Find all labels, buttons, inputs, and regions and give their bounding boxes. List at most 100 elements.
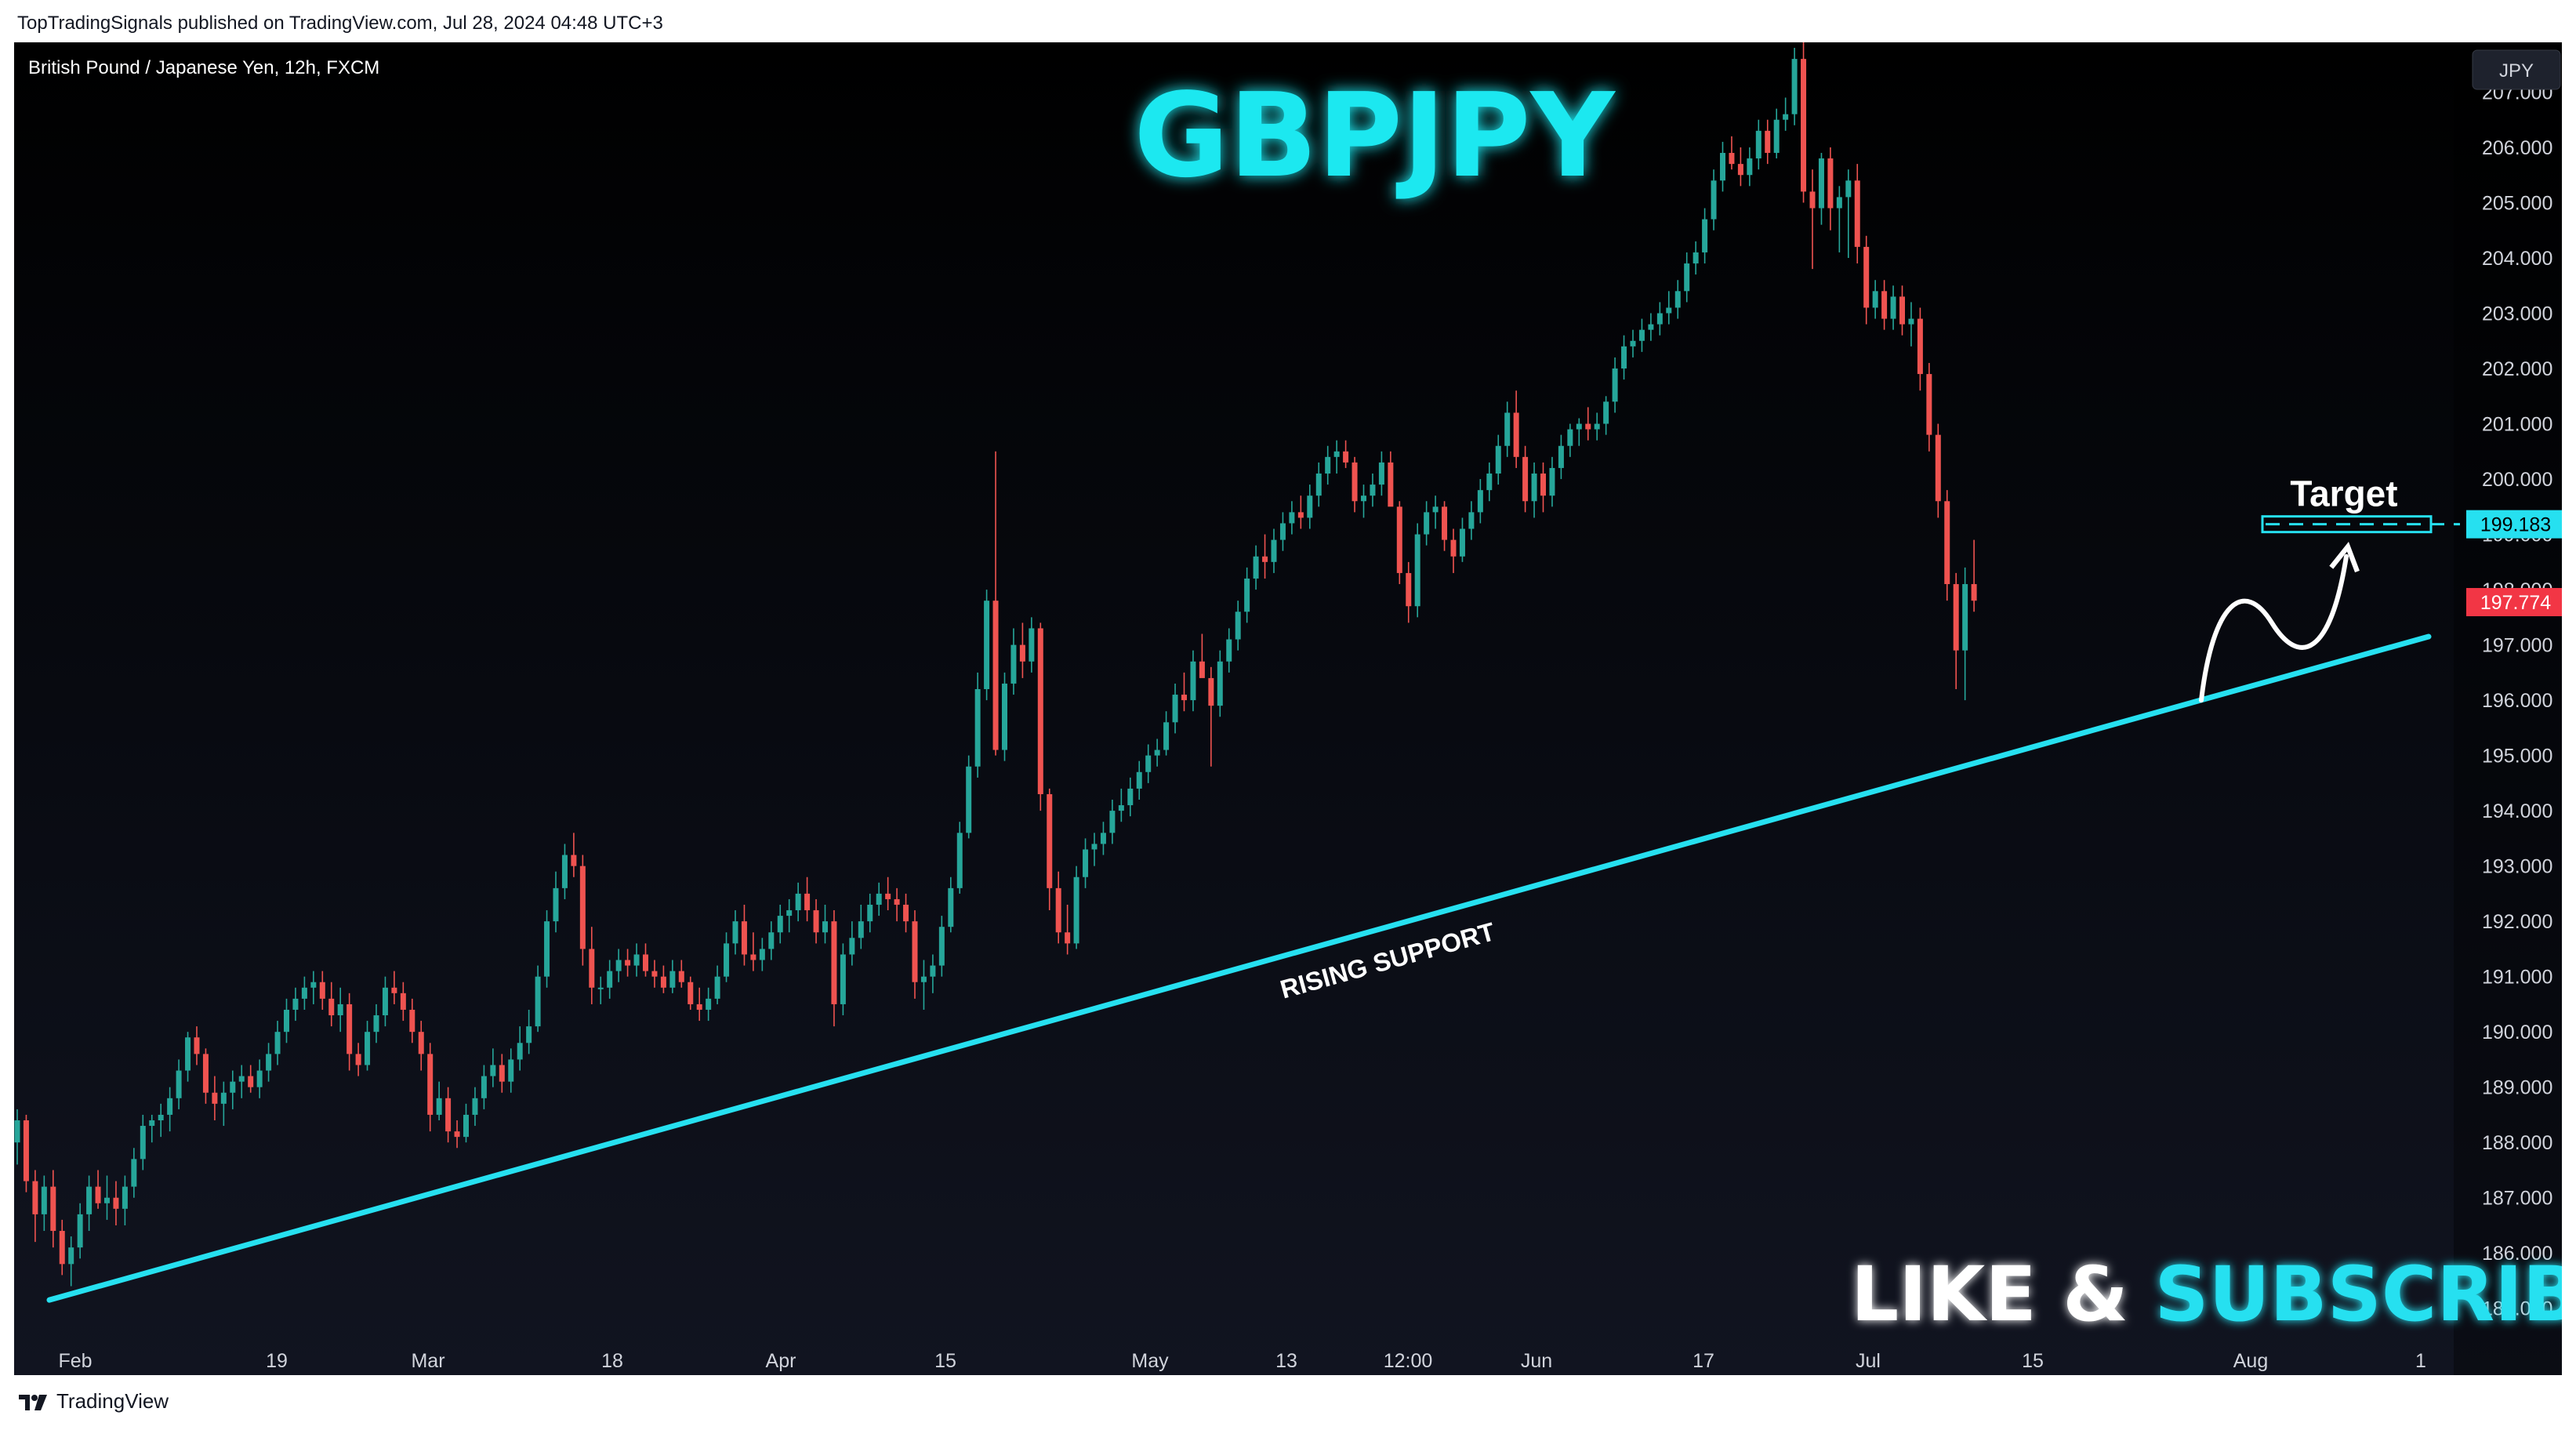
- candle-body: [1055, 887, 1061, 933]
- candle-body: [1065, 932, 1071, 944]
- candle-body: [1010, 644, 1017, 684]
- y-tick-label: 193.000: [2482, 856, 2552, 878]
- candle-body: [230, 1081, 236, 1093]
- candle-body: [1002, 683, 1007, 750]
- candle-body: [1783, 114, 1789, 120]
- target-label: Target: [2290, 474, 2397, 514]
- candle-body: [185, 1037, 191, 1071]
- candle-body: [724, 943, 730, 977]
- candle-body: [1109, 811, 1116, 833]
- candle-body: [777, 916, 783, 933]
- candle-body: [553, 887, 559, 922]
- candle-body: [1585, 423, 1591, 430]
- candle-body: [741, 921, 747, 955]
- candle-body: [1827, 158, 1834, 209]
- x-tick-label: Apr: [766, 1350, 796, 1372]
- candle-body: [1926, 374, 1932, 435]
- candle-body: [1648, 324, 1654, 330]
- candle-body: [1836, 197, 1842, 209]
- candle-body: [1693, 252, 1699, 264]
- candle-body: [1791, 59, 1798, 114]
- x-tick-label: 19: [266, 1350, 288, 1372]
- candle-body: [382, 987, 388, 1016]
- price-tag: [2466, 588, 2562, 617]
- candle-body: [41, 1186, 47, 1214]
- candle-body: [1037, 628, 1043, 794]
- candle-body: [894, 898, 900, 905]
- y-tick-label: 188.000: [2482, 1132, 2552, 1154]
- candle-body: [804, 893, 811, 911]
- candle-body: [1388, 462, 1394, 507]
- rising-support-line: [46, 633, 2432, 1303]
- candle-body: [256, 1070, 263, 1087]
- x-tick-label: 13: [1275, 1350, 1297, 1372]
- candle-body: [786, 910, 793, 916]
- candle-body: [427, 1054, 434, 1115]
- candle-body: [1872, 291, 1878, 308]
- candle-body: [885, 893, 891, 899]
- price-tag-label: 199.183: [2480, 514, 2551, 536]
- candle-body: [1612, 368, 1618, 402]
- cta-like: LIKE &: [1851, 1250, 2154, 1338]
- y-tick-label: 195.000: [2482, 746, 2552, 768]
- candle-body: [1917, 318, 1923, 375]
- candle-body: [1208, 677, 1214, 706]
- candle-body: [1396, 506, 1402, 573]
- candle-body: [768, 932, 775, 949]
- candle-body: [1755, 130, 1761, 159]
- candle-body: [1289, 512, 1295, 524]
- candle-body: [248, 1076, 254, 1087]
- candle-body: [140, 1126, 146, 1160]
- candle-body: [607, 971, 613, 988]
- cta-text: LIKE & SUBSCRIBE: [1851, 1250, 2562, 1338]
- candle-body: [1845, 180, 1852, 198]
- candle-body: [1163, 722, 1170, 750]
- candle-body: [1019, 644, 1025, 662]
- candle-body: [678, 971, 684, 982]
- candle-body: [1244, 578, 1250, 612]
- candle-body: [1495, 445, 1501, 474]
- candle-body: [643, 954, 648, 971]
- candle-body: [104, 1197, 110, 1203]
- candle-body: [669, 971, 676, 988]
- candle-body: [1531, 474, 1537, 502]
- candle-body: [1638, 329, 1645, 341]
- candle-body: [1684, 263, 1690, 292]
- candle-body: [526, 1026, 532, 1043]
- candle-body: [310, 982, 317, 988]
- candle-body: [920, 976, 927, 982]
- candle-body: [149, 1120, 155, 1127]
- candle-body: [1118, 805, 1124, 811]
- candle-body: [597, 987, 604, 989]
- chart-panel[interactable]: RISING SUPPORT Target 207.000 206.000 205.0…: [14, 42, 2562, 1375]
- candle-body: [750, 954, 756, 960]
- candle-body: [544, 921, 550, 977]
- candle-body: [1414, 534, 1420, 607]
- candle-body: [1747, 158, 1753, 176]
- candle-body: [1315, 474, 1322, 496]
- cta-subscribe: SUBSCRIBE: [2154, 1250, 2562, 1338]
- candle-body: [1370, 485, 1376, 496]
- candle-body: [14, 1120, 20, 1143]
- y-tick-label: 187.000: [2482, 1188, 2552, 1210]
- candle-body: [561, 855, 568, 888]
- candle-body: [50, 1186, 56, 1232]
- candle-body: [1711, 180, 1717, 220]
- candle-body: [86, 1186, 93, 1214]
- candle-body: [984, 601, 990, 689]
- y-tick-label: 191.000: [2482, 967, 2552, 989]
- x-tick-label: May: [1131, 1350, 1169, 1372]
- candle-body: [490, 1065, 496, 1076]
- candle-body: [1226, 639, 1232, 662]
- candle-body: [903, 905, 909, 922]
- candle-body: [1567, 429, 1573, 446]
- instrument-description: British Pound / Japanese Yen, 12h, FXCM: [28, 57, 379, 78]
- candle-body: [615, 960, 622, 971]
- candle-body: [1720, 153, 1725, 181]
- candle-body: [625, 960, 631, 966]
- candle-body: [1351, 462, 1358, 502]
- candle-body: [930, 965, 936, 977]
- candle-body: [508, 1059, 514, 1082]
- tradingview-brand[interactable]: TradingView: [17, 1389, 169, 1414]
